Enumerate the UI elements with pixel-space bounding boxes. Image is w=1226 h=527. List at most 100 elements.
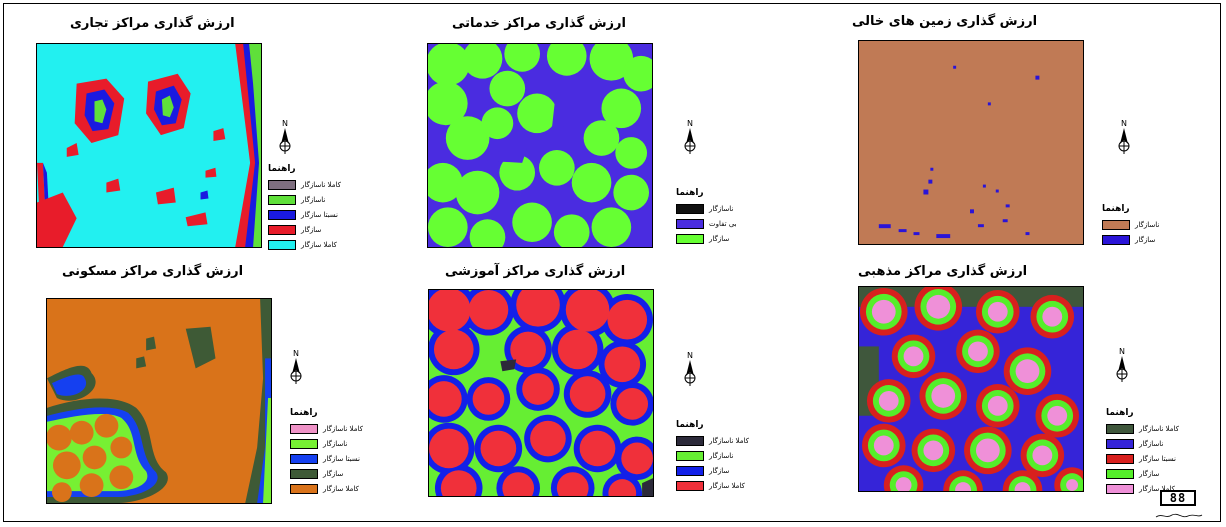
legend-swatch — [290, 423, 318, 434]
legend-label: ناسازگار — [1139, 439, 1164, 448]
legend-label: ناسازگار — [323, 439, 348, 448]
legend-item: ناسازگار — [676, 202, 737, 215]
legend-item: سازگار — [676, 464, 749, 477]
legend-swatch — [290, 483, 318, 494]
university-logo: 88 — [1155, 490, 1203, 518]
legend-label: کاملا سازگار — [1139, 484, 1175, 493]
legend-item: کاملا سازگار — [290, 482, 363, 495]
legend-swatch — [676, 480, 704, 491]
legend-label: سازگار — [1139, 469, 1160, 478]
legend-title: راهنما — [268, 164, 296, 174]
map-title-vacant: ارزش گذاری زمین های خالی — [852, 14, 1038, 29]
legend-item: سازگار — [1106, 467, 1179, 480]
svg-text:N: N — [1121, 119, 1127, 128]
legend-item: ناسازگار — [676, 449, 749, 462]
legend-swatch — [676, 435, 704, 446]
legend-label: سازگار — [1135, 235, 1156, 244]
svg-text:N: N — [1119, 347, 1125, 356]
map-title-educational: ارزش گذاری مراکز آموزشی — [445, 264, 626, 279]
legend-educational: راهنما کاملا ناسازگار ناسازگار سازگار کا… — [676, 420, 749, 494]
legend-item: کاملا سازگار — [676, 479, 749, 492]
legend-religious: راهنما کاملا ناسازگار ناسازگار نسبتا ساز… — [1106, 408, 1179, 497]
legend-swatch — [1106, 453, 1134, 464]
legend-label: سازگار — [323, 469, 344, 478]
legend-label: ناسازگار — [1135, 220, 1160, 229]
legend-vacant: راهنما ناسازگار سازگار — [1102, 204, 1159, 248]
legend-item: سازگار — [1102, 233, 1159, 246]
legend-swatch — [268, 194, 296, 205]
legend-label: سازگار — [709, 466, 730, 475]
logo-signature — [1155, 513, 1203, 518]
map-residential-raster — [47, 299, 271, 503]
legend-swatch — [676, 203, 704, 214]
north-arrow-icon: N — [286, 348, 306, 388]
legend-item: ناسازگار — [268, 193, 341, 206]
map-title-commercial: ارزش گذاری مراکز تجاری — [70, 16, 235, 31]
legend-label: نسبتا سازگار — [1139, 454, 1176, 463]
legend-item: ناسازگار — [290, 437, 363, 450]
legend-item: کاملا ناسازگار — [1106, 422, 1179, 435]
figure-frame — [3, 3, 1221, 522]
legend-label: کاملا سازگار — [323, 484, 359, 493]
legend-title: راهنما — [290, 408, 318, 418]
legend-item: کاملا سازگار — [268, 238, 341, 251]
legend-item: کاملا ناسازگار — [676, 434, 749, 447]
svg-text:N: N — [282, 119, 288, 128]
legend-label: کاملا سازگار — [709, 481, 745, 490]
legend-label: کاملا ناسازگار — [1139, 424, 1179, 433]
north-arrow-icon: N — [680, 350, 700, 390]
legend-title: راهنما — [676, 188, 704, 198]
legend-label: ناسازگار — [301, 195, 326, 204]
legend-item: کاملا سازگار — [1106, 482, 1179, 495]
map-title-residential: ارزش گذاری مراکز مسکونی — [62, 264, 244, 279]
map-religious-raster — [859, 287, 1083, 491]
legend-swatch — [268, 239, 296, 250]
map-vacant-raster — [859, 41, 1083, 244]
map-title-services: ارزش گذاری مراکز خدماتی — [452, 16, 626, 31]
legend-label: نسبتا سازگار — [323, 454, 360, 463]
map-services — [427, 43, 653, 248]
legend-swatch — [268, 179, 296, 190]
legend-label: ناسازگار — [709, 451, 734, 460]
legend-item: ناسازگار — [1106, 437, 1179, 450]
map-residential — [46, 298, 272, 504]
legend-swatch — [1106, 468, 1134, 479]
legend-item: ناسازگار — [1102, 218, 1159, 231]
legend-swatch — [676, 465, 704, 476]
legend-item: بی تفاوت — [676, 217, 737, 230]
north-arrow-icon: N — [680, 118, 700, 158]
north-arrow-icon: N — [1112, 346, 1132, 386]
legend-swatch — [268, 209, 296, 220]
legend-label: کاملا ناسازگار — [709, 436, 749, 445]
map-religious — [858, 286, 1084, 492]
legend-swatch — [676, 450, 704, 461]
map-vacant — [858, 40, 1084, 245]
legend-item: سازگار — [268, 223, 341, 236]
legend-label: نسبتا سازگار — [301, 210, 338, 219]
legend-label: کاملا ناسازگار — [323, 424, 363, 433]
legend-swatch — [1102, 219, 1130, 230]
legend-swatch — [676, 233, 704, 244]
svg-text:N: N — [293, 349, 299, 358]
legend-swatch — [290, 453, 318, 464]
legend-swatch — [1106, 483, 1134, 494]
legend-label: کاملا سازگار — [301, 240, 337, 249]
legend-label: سازگار — [301, 225, 322, 234]
legend-services: راهنما ناسازگار بی تفاوت سازگار — [676, 188, 737, 247]
legend-title: راهنما — [1106, 408, 1134, 418]
legend-swatch — [676, 218, 704, 229]
legend-label: ناسازگار — [709, 204, 734, 213]
legend-swatch — [1102, 234, 1130, 245]
north-arrow-icon: N — [275, 118, 295, 158]
legend-swatch — [290, 468, 318, 479]
map-educational-raster — [429, 290, 653, 496]
svg-text:N: N — [687, 119, 693, 128]
legend-label: بی تفاوت — [709, 219, 737, 228]
legend-swatch — [268, 224, 296, 235]
legend-title: راهنما — [1102, 204, 1130, 214]
map-educational — [428, 289, 654, 497]
legend-item: سازگار — [290, 467, 363, 480]
legend-item: سازگار — [676, 232, 737, 245]
legend-title: راهنما — [676, 420, 704, 430]
legend-swatch — [290, 438, 318, 449]
